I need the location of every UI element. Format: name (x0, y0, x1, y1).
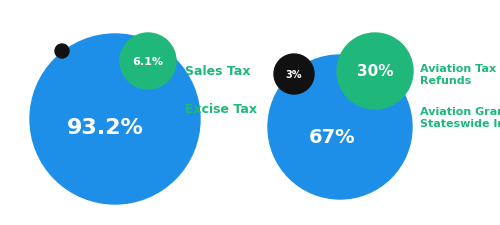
Ellipse shape (55, 45, 69, 59)
Text: Sales Tax: Sales Tax (185, 65, 250, 78)
Ellipse shape (337, 34, 413, 110)
Text: 93.2%: 93.2% (66, 117, 144, 137)
Ellipse shape (120, 34, 176, 90)
Text: Aviation Grants/
Stateswide Initiatives: Aviation Grants/ Stateswide Initiatives (420, 107, 500, 128)
Ellipse shape (274, 55, 314, 94)
Text: Aviation Tax
Refunds: Aviation Tax Refunds (420, 64, 496, 86)
Text: Excise Tax: Excise Tax (185, 103, 257, 116)
Text: 6.1%: 6.1% (132, 57, 164, 67)
Ellipse shape (268, 56, 412, 199)
Ellipse shape (30, 35, 200, 204)
Text: 30%: 30% (357, 64, 393, 79)
Text: 3%: 3% (286, 70, 302, 80)
Text: 67%: 67% (308, 128, 356, 147)
